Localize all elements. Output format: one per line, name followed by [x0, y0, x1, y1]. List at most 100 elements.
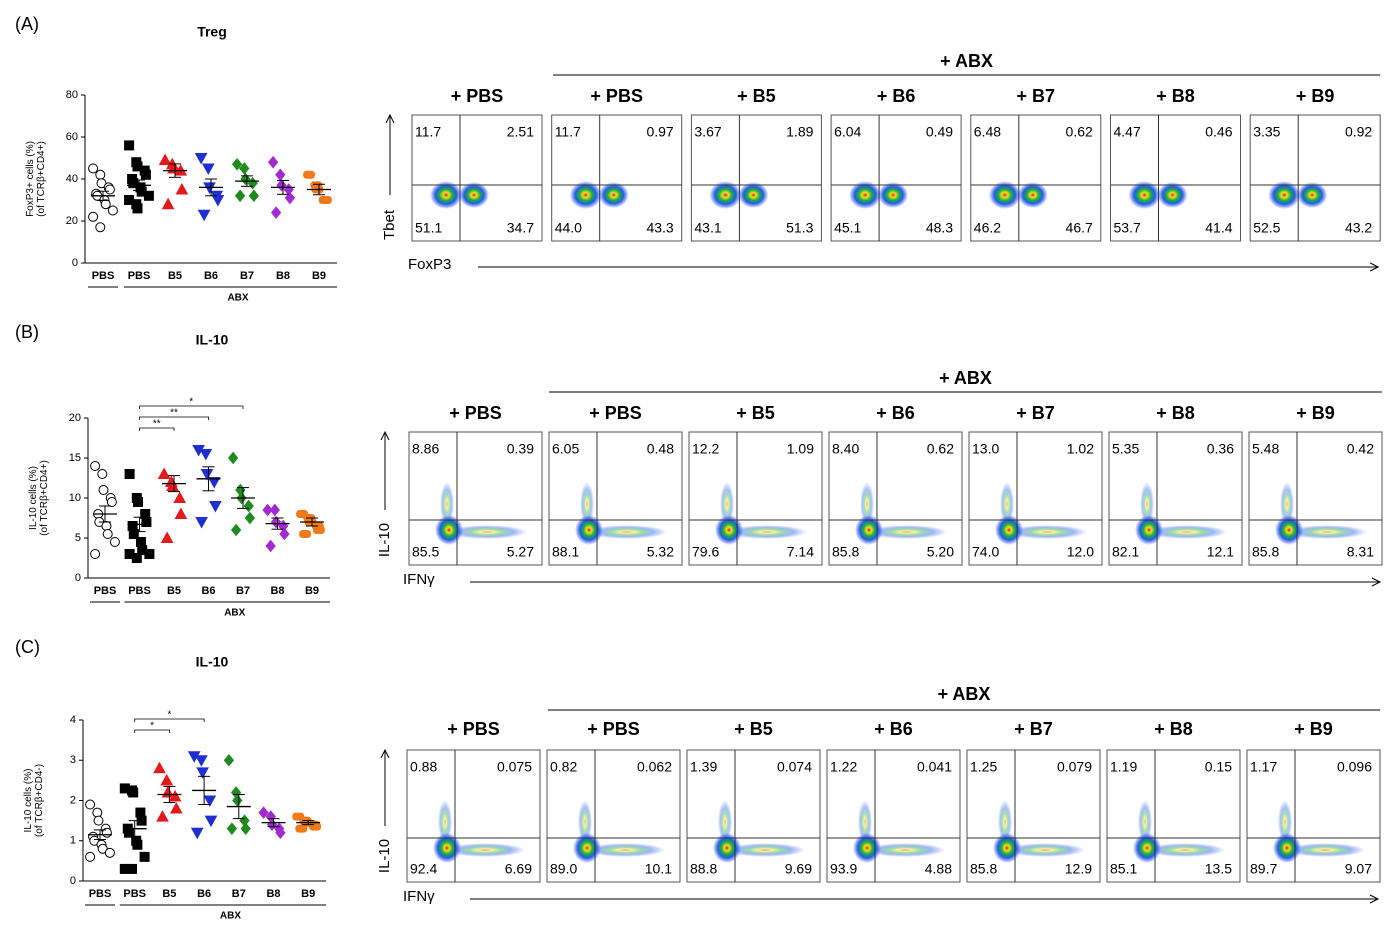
y-axis-label-line: (of TCRβ+CD4+)	[39, 460, 50, 536]
flow-title: + B6	[874, 719, 913, 739]
dot	[195, 755, 208, 767]
flow-plot-frame	[406, 749, 541, 883]
density-blob	[433, 833, 461, 863]
dot	[88, 163, 99, 174]
flow-title: + B7	[1014, 719, 1053, 739]
density-blob	[988, 181, 1021, 209]
significance-bracket	[134, 718, 205, 722]
quadrant-value: 2.51	[507, 124, 534, 140]
density-tail	[587, 525, 667, 539]
dot	[168, 789, 182, 802]
x-tick-label: B8	[276, 270, 290, 282]
panel-label: (A)	[15, 14, 39, 34]
y-axis-label-line: (of TCRβ+CD4-)	[34, 764, 45, 837]
flow-title: + PBS	[587, 719, 640, 739]
y-arrow	[385, 113, 395, 195]
quadrant-value: 1.17	[1250, 759, 1277, 775]
flow-title: + B5	[736, 403, 775, 423]
quadrant-value: 8.31	[1347, 544, 1374, 560]
density-tail	[447, 525, 527, 539]
x-arrow	[470, 894, 1380, 904]
significance-label: *	[167, 710, 171, 721]
density-tail	[585, 843, 665, 857]
density-blob	[459, 182, 489, 208]
quadrant-value: 0.074	[777, 759, 812, 775]
quadrant-value: 85.5	[412, 544, 439, 560]
density-tail	[578, 800, 592, 844]
dot	[276, 179, 287, 192]
x-arrow	[470, 577, 1382, 587]
dot	[279, 527, 290, 541]
y-axis-label-line: FoxP3+ cells (%)	[25, 141, 36, 217]
quadrant-value: 0.48	[647, 441, 674, 457]
dot	[275, 168, 286, 182]
density-blob	[575, 515, 603, 545]
dot	[104, 184, 115, 195]
x-tick-label: B5	[168, 270, 182, 282]
panel-label: (C)	[15, 637, 40, 657]
density-blob	[1273, 833, 1301, 863]
flow-plot-frame	[1249, 114, 1381, 242]
dot	[200, 469, 214, 481]
quadrant-value: 0.97	[646, 124, 673, 140]
dot	[127, 863, 137, 874]
quadrant-value: 1.89	[786, 124, 813, 140]
quadrant-value: 85.1	[1110, 861, 1137, 877]
quadrant-value: 8.86	[412, 441, 439, 457]
flow-x-label: IFNγ	[403, 888, 435, 905]
quadrant-value: 46.2	[974, 220, 1001, 236]
y-axis-label: IL-10 cells (%)(of TCRβ+CD4-)	[23, 764, 45, 837]
density-tail	[1280, 482, 1294, 526]
dot	[169, 802, 183, 814]
density-tail	[858, 800, 872, 844]
quadrant-value: 5.48	[1252, 441, 1279, 457]
dot	[133, 497, 143, 507]
dot	[85, 851, 96, 862]
dot	[158, 153, 172, 166]
quadrant-value: 34.7	[507, 220, 534, 236]
y-tick-label: 40	[66, 173, 78, 185]
quadrant-value: 43.1	[694, 220, 721, 236]
x-arrow	[478, 262, 1380, 272]
density-blob	[1297, 182, 1328, 208]
flow-title: + PBS	[590, 86, 643, 106]
quadrant-value: 1.39	[690, 759, 717, 775]
y-tick-label: 0	[75, 572, 81, 584]
y-axis-label-line: IL-10 cells (%)	[23, 769, 34, 833]
quadrant-value: 1.25	[970, 759, 997, 775]
panel-label: (B)	[15, 322, 39, 342]
density-blob	[1133, 833, 1161, 863]
flow-plot-frame	[830, 114, 962, 242]
flow-y-label: IL-10	[376, 523, 393, 557]
dot	[299, 530, 312, 538]
dot	[295, 824, 308, 833]
dot	[109, 537, 120, 547]
quadrant-value: 12.0	[1067, 544, 1094, 560]
dot	[161, 785, 175, 798]
quadrant-value: 93.9	[830, 861, 857, 877]
x-tick-label: B7	[240, 270, 254, 282]
quadrant-value: 0.82	[550, 759, 577, 775]
flow-title: + B9	[1294, 719, 1333, 739]
density-tail	[1140, 482, 1154, 526]
density-tail	[438, 800, 452, 844]
flow-title: + PBS	[449, 403, 502, 423]
density-tail	[998, 800, 1012, 844]
dot	[284, 191, 296, 205]
quadrant-value: 6.69	[505, 861, 532, 877]
dot	[244, 511, 256, 525]
dot	[270, 206, 282, 219]
x-tick-label: B5	[167, 585, 181, 597]
quadrant-value: 0.062	[637, 759, 672, 775]
flow-title: + B8	[1154, 719, 1193, 739]
dot	[124, 469, 135, 479]
quadrant-value: 9.69	[785, 861, 812, 877]
quadrant-value: 43.2	[1345, 220, 1372, 236]
dot	[197, 209, 211, 222]
x-tick-label: PBS	[94, 585, 117, 597]
quadrant-value: 5.35	[1112, 441, 1139, 457]
density-blob	[713, 833, 741, 863]
dot	[265, 539, 276, 553]
quadrant-value: 45.1	[834, 220, 861, 236]
